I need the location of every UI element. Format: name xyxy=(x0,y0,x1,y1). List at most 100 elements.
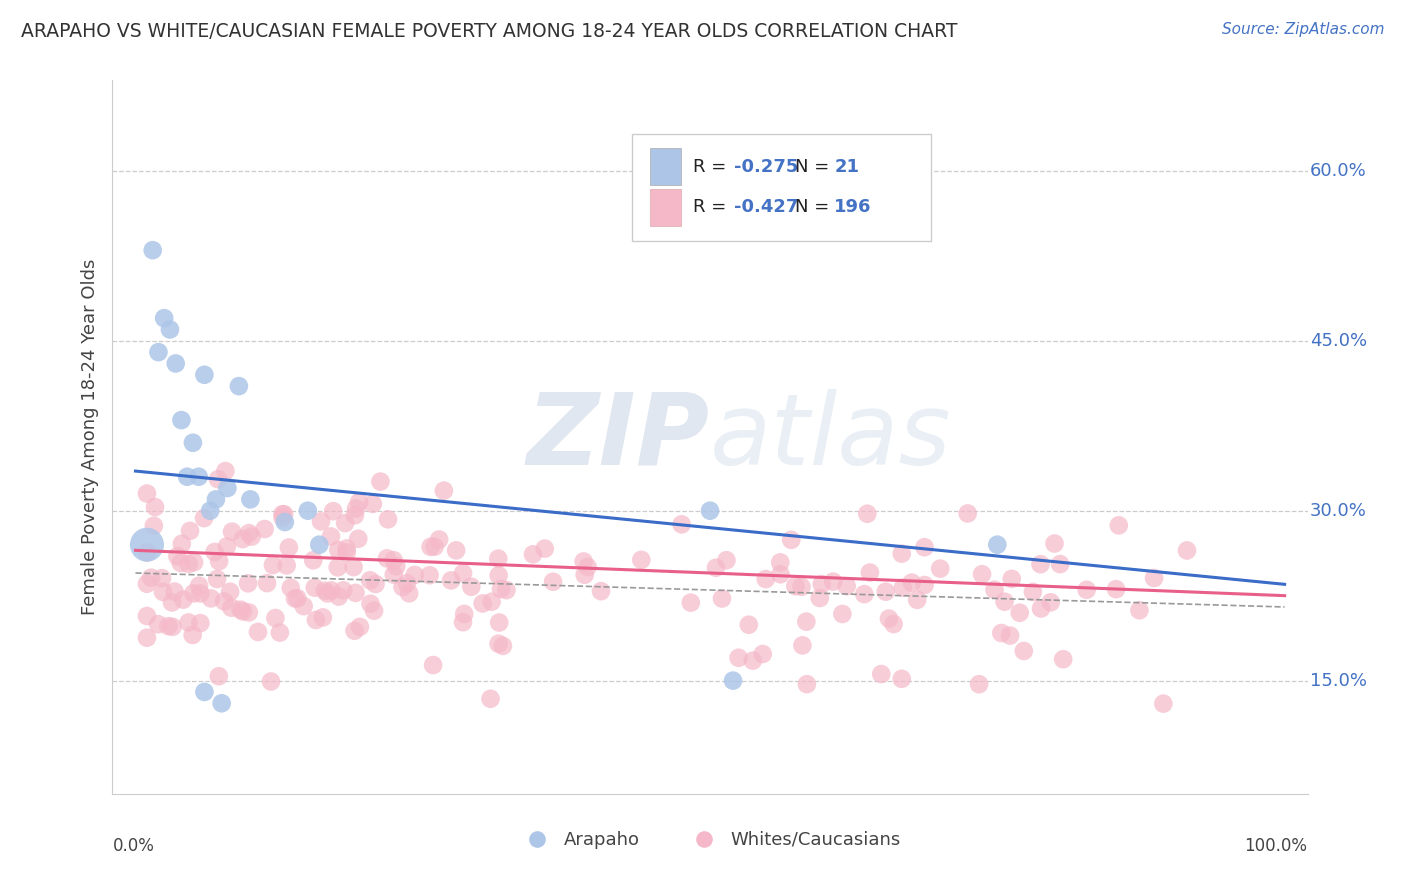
Point xyxy=(890,547,912,561)
Text: 60.0%: 60.0% xyxy=(1310,161,1367,180)
Point xyxy=(1039,595,1062,609)
Point xyxy=(489,582,512,596)
Text: -0.427: -0.427 xyxy=(734,198,799,216)
Point xyxy=(150,571,173,585)
Point xyxy=(785,579,807,593)
Point xyxy=(492,639,515,653)
Point xyxy=(364,577,387,591)
Point xyxy=(741,654,763,668)
Point xyxy=(808,591,831,605)
Point xyxy=(956,507,979,521)
Point xyxy=(883,617,905,632)
Point xyxy=(343,508,366,523)
Point xyxy=(1175,543,1198,558)
Point xyxy=(900,575,922,590)
Point xyxy=(810,577,832,591)
Point xyxy=(721,673,744,688)
Point xyxy=(453,607,475,621)
Point xyxy=(246,624,269,639)
Point xyxy=(160,595,183,609)
Point xyxy=(177,557,200,571)
Point xyxy=(433,483,456,498)
Point xyxy=(170,413,193,427)
Point xyxy=(385,559,408,574)
Point xyxy=(1008,606,1031,620)
Point xyxy=(148,617,170,632)
Point xyxy=(170,537,193,551)
Point xyxy=(162,620,184,634)
Point xyxy=(142,518,165,533)
Point xyxy=(891,581,914,595)
Point xyxy=(679,596,702,610)
Point xyxy=(276,558,298,573)
Point xyxy=(790,580,813,594)
Point xyxy=(292,599,315,614)
Point xyxy=(212,594,235,608)
Point xyxy=(193,685,215,699)
Point xyxy=(796,615,818,629)
Text: 100.0%: 100.0% xyxy=(1244,837,1308,855)
Point xyxy=(208,554,231,568)
Point xyxy=(375,551,398,566)
Text: 45.0%: 45.0% xyxy=(1310,332,1367,350)
Point xyxy=(228,379,250,393)
Point xyxy=(1001,572,1024,586)
Point xyxy=(370,475,392,489)
Point xyxy=(143,500,166,514)
Point xyxy=(240,530,263,544)
Point xyxy=(1029,558,1052,572)
Point xyxy=(148,345,170,359)
Point xyxy=(1022,585,1045,599)
Point xyxy=(572,554,595,568)
Point xyxy=(1152,697,1174,711)
Point xyxy=(269,625,291,640)
Point xyxy=(967,677,990,691)
Point xyxy=(157,619,180,633)
Point xyxy=(208,669,231,683)
Point xyxy=(287,591,309,606)
Point xyxy=(451,566,474,581)
Point xyxy=(831,607,853,621)
Point xyxy=(755,572,778,586)
Point xyxy=(998,629,1021,643)
Point xyxy=(856,507,879,521)
Point xyxy=(198,504,221,518)
Point xyxy=(970,567,993,582)
Point xyxy=(423,540,446,554)
Point xyxy=(256,576,278,591)
Point xyxy=(589,584,612,599)
Point xyxy=(481,595,503,609)
Point xyxy=(1108,518,1130,533)
Point xyxy=(347,532,370,546)
Point xyxy=(163,584,186,599)
Point xyxy=(193,368,215,382)
Point xyxy=(305,613,328,627)
Point xyxy=(181,628,204,642)
Point xyxy=(488,568,510,582)
Point xyxy=(183,555,205,569)
Point xyxy=(404,568,426,582)
Point xyxy=(377,512,399,526)
Point xyxy=(172,592,194,607)
Point xyxy=(264,611,287,625)
Point xyxy=(716,553,738,567)
FancyBboxPatch shape xyxy=(633,134,931,241)
Point xyxy=(780,533,803,547)
Point xyxy=(419,568,441,582)
Point xyxy=(738,617,761,632)
Point xyxy=(139,571,162,585)
Text: 30.0%: 30.0% xyxy=(1310,501,1367,520)
Point xyxy=(336,545,359,559)
Point xyxy=(284,591,307,606)
Point xyxy=(460,580,482,594)
Point xyxy=(152,585,174,599)
Point xyxy=(727,650,749,665)
Point xyxy=(361,497,384,511)
Point xyxy=(711,591,734,606)
Point xyxy=(211,696,233,710)
Point xyxy=(193,511,215,525)
Point xyxy=(914,541,936,555)
Text: N =: N = xyxy=(794,198,835,216)
Text: 15.0%: 15.0% xyxy=(1310,672,1367,690)
Point xyxy=(444,543,467,558)
